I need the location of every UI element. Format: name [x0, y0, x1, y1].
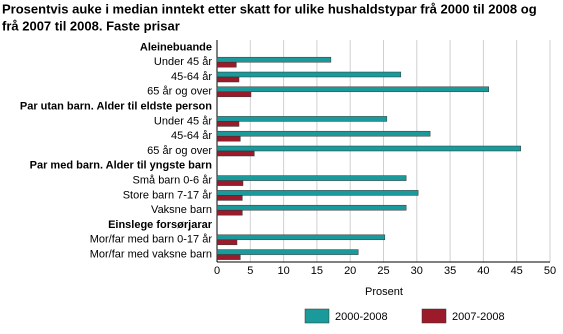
x-tick-label: 20	[344, 265, 356, 277]
y-tick-label: Små barn 0-6 år	[133, 175, 213, 187]
bar	[216, 239, 238, 246]
y-tick-label: 65 år og over	[147, 145, 212, 157]
y-tick-label: Mor/far med barn 0-17 år	[90, 234, 213, 246]
bar	[216, 175, 407, 181]
x-tick-label: 15	[311, 265, 323, 277]
x-tick-label: 35	[444, 265, 456, 277]
bar	[216, 150, 255, 157]
x-tick-label: 0	[214, 265, 220, 277]
bar	[216, 130, 431, 137]
bar	[216, 145, 521, 152]
y-tick-label: 65 år og over	[147, 86, 212, 98]
bar	[216, 56, 332, 63]
bar	[216, 234, 386, 241]
x-tick-label: 50	[544, 265, 556, 277]
x-tick-label: 40	[477, 265, 489, 277]
legend-swatch	[421, 308, 447, 324]
y-tick-label: Mor/far med vaksne barn	[90, 249, 212, 261]
bar	[216, 121, 240, 127]
y-tick-label: 45-64 år	[171, 130, 212, 142]
bar	[216, 135, 241, 142]
y-tick-label: Under 45 år	[154, 56, 212, 68]
legend-label: 2000-2008	[335, 311, 388, 323]
bar	[216, 61, 237, 68]
chart-title: frå 2007 til 2008. Faste prisar	[2, 18, 180, 33]
bar	[216, 116, 388, 122]
chart-title: Prosentvis auke i median inntekt etter s…	[2, 1, 537, 16]
y-tick-label: Vaksne barn	[151, 204, 212, 216]
y-tick-label: Store barn 7-17 år	[123, 189, 213, 201]
legend-swatch	[304, 308, 330, 324]
bar	[216, 76, 240, 83]
x-tick-label: 25	[377, 265, 389, 277]
y-tick-label: Aleinebuande	[140, 41, 212, 53]
bar	[216, 195, 243, 201]
bar	[216, 204, 407, 211]
bar	[216, 180, 244, 186]
x-tick-label: 10	[277, 265, 289, 277]
legend-label: 2007-2008	[452, 311, 505, 323]
x-tick-label: 45	[511, 265, 523, 277]
bar	[216, 190, 419, 196]
y-tick-label: Einslege forsørjarar	[108, 219, 213, 231]
bar	[216, 249, 359, 255]
y-tick-label: Par utan barn. Alder til eldste person	[20, 101, 212, 113]
y-tick-label: Par med barn. Alder til yngste barn	[30, 160, 213, 172]
y-tick-label: 45-64 år	[171, 71, 212, 83]
x-tick-label: 30	[411, 265, 423, 277]
y-tick-label: Under 45 år	[154, 115, 212, 127]
x-tick-label: 5	[247, 265, 253, 277]
x-axis-label: Prosent	[365, 286, 403, 298]
bar	[216, 91, 252, 98]
bar	[216, 71, 402, 78]
bar	[216, 86, 489, 93]
bar	[216, 254, 241, 260]
bar	[216, 209, 243, 216]
